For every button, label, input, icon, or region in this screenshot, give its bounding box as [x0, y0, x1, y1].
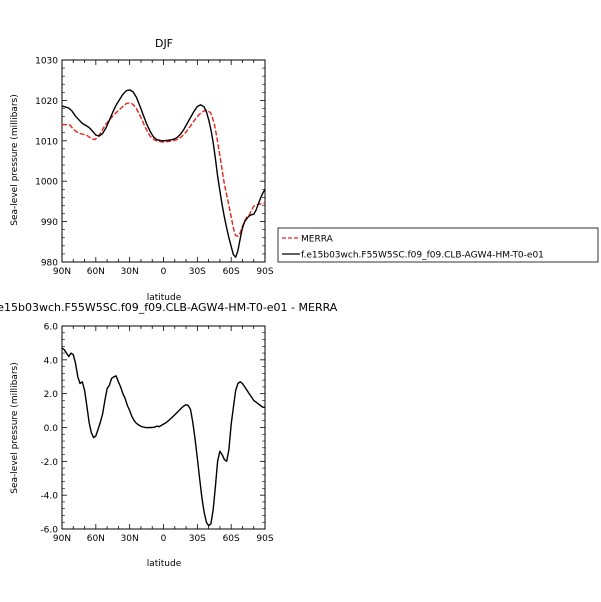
- x-tick-label: 30S: [189, 267, 206, 277]
- x-axis-label: latitude: [147, 293, 182, 303]
- legend-box: [277, 227, 599, 263]
- y-tick-label: -6.0: [40, 526, 58, 536]
- chart-title: f.e15b03wch.F55W5SC.f09_f09.CLB-AGW4-HM-…: [0, 301, 338, 314]
- legend: MERRA f.e15b03wch.F55W5SC.f09_f09.CLB-AG…: [277, 227, 599, 263]
- chart-title: DJF: [155, 37, 173, 50]
- y-tick-label: 990: [41, 218, 58, 228]
- x-axis-label: latitude: [147, 559, 182, 569]
- y-tick-label: 6.0: [44, 323, 59, 333]
- x-tick-label: 60N: [87, 267, 105, 277]
- y-tick-label: 4.0: [44, 356, 59, 366]
- y-tick-label: 980: [41, 259, 58, 269]
- x-tick-label: 30N: [121, 267, 139, 277]
- x-tick-label: 60S: [223, 534, 240, 544]
- y-tick-label: 0.0: [44, 424, 59, 434]
- legend-label-merra: MERRA: [301, 235, 334, 245]
- y-axis-label: Sea-level pressure (millibars): [10, 362, 20, 493]
- series-line-f-e15b03wch-f55w5sc-f09-f09-clb-agw4-hm-t0-e01: [61, 89, 266, 258]
- y-tick-label: 2.0: [44, 390, 59, 400]
- legend-label-model: f.e15b03wch.F55W5SC.f09_f09.CLB-AGW4-HM-…: [301, 251, 544, 261]
- series-line-difference: [61, 347, 265, 527]
- y-axis-label: Sea-level pressure (millibars): [10, 94, 20, 225]
- x-tick-label: 60S: [223, 267, 240, 277]
- top-plot-area: 90N 60N 30N 0 30S 60S 90S 980 990 1000 1010 1020 103…: [35, 57, 274, 278]
- x-tick-label: 90S: [256, 267, 273, 277]
- x-tick-label: 30N: [121, 534, 139, 544]
- series-line-merra: [62, 102, 266, 237]
- x-tick-label: 90S: [256, 534, 273, 544]
- x-tick-label: 60N: [87, 534, 105, 544]
- top-chart: DJF 90N 60N 30N 0 30S 60S 90S 980 990 1000 1010 102…: [10, 37, 599, 303]
- y-tick-label: -2.0: [40, 458, 58, 468]
- x-tick-label: 90N: [53, 267, 71, 277]
- plot-frame: [61, 59, 266, 263]
- y-tick-label: 1030: [35, 57, 58, 67]
- bottom-plot-area: 90N 60N 30N 0 30S 60S 90S -6.0 -4.0 -2.0 0.0 2.0 4.0…: [40, 323, 273, 545]
- bottom-chart: f.e15b03wch.F55W5SC.f09_f09.CLB-AGW4-HM-…: [0, 301, 338, 569]
- x-tick-label: 90N: [53, 534, 71, 544]
- y-tick-label: -4.0: [40, 492, 58, 502]
- y-tick-label: 1000: [35, 178, 58, 188]
- y-tick-label: 1020: [35, 97, 58, 107]
- x-tick-label: 0: [161, 534, 167, 544]
- x-tick-label: 30S: [189, 534, 206, 544]
- plot-frame: [61, 325, 266, 530]
- x-tick-label: 0: [161, 267, 167, 277]
- y-tick-label: 1010: [35, 137, 58, 147]
